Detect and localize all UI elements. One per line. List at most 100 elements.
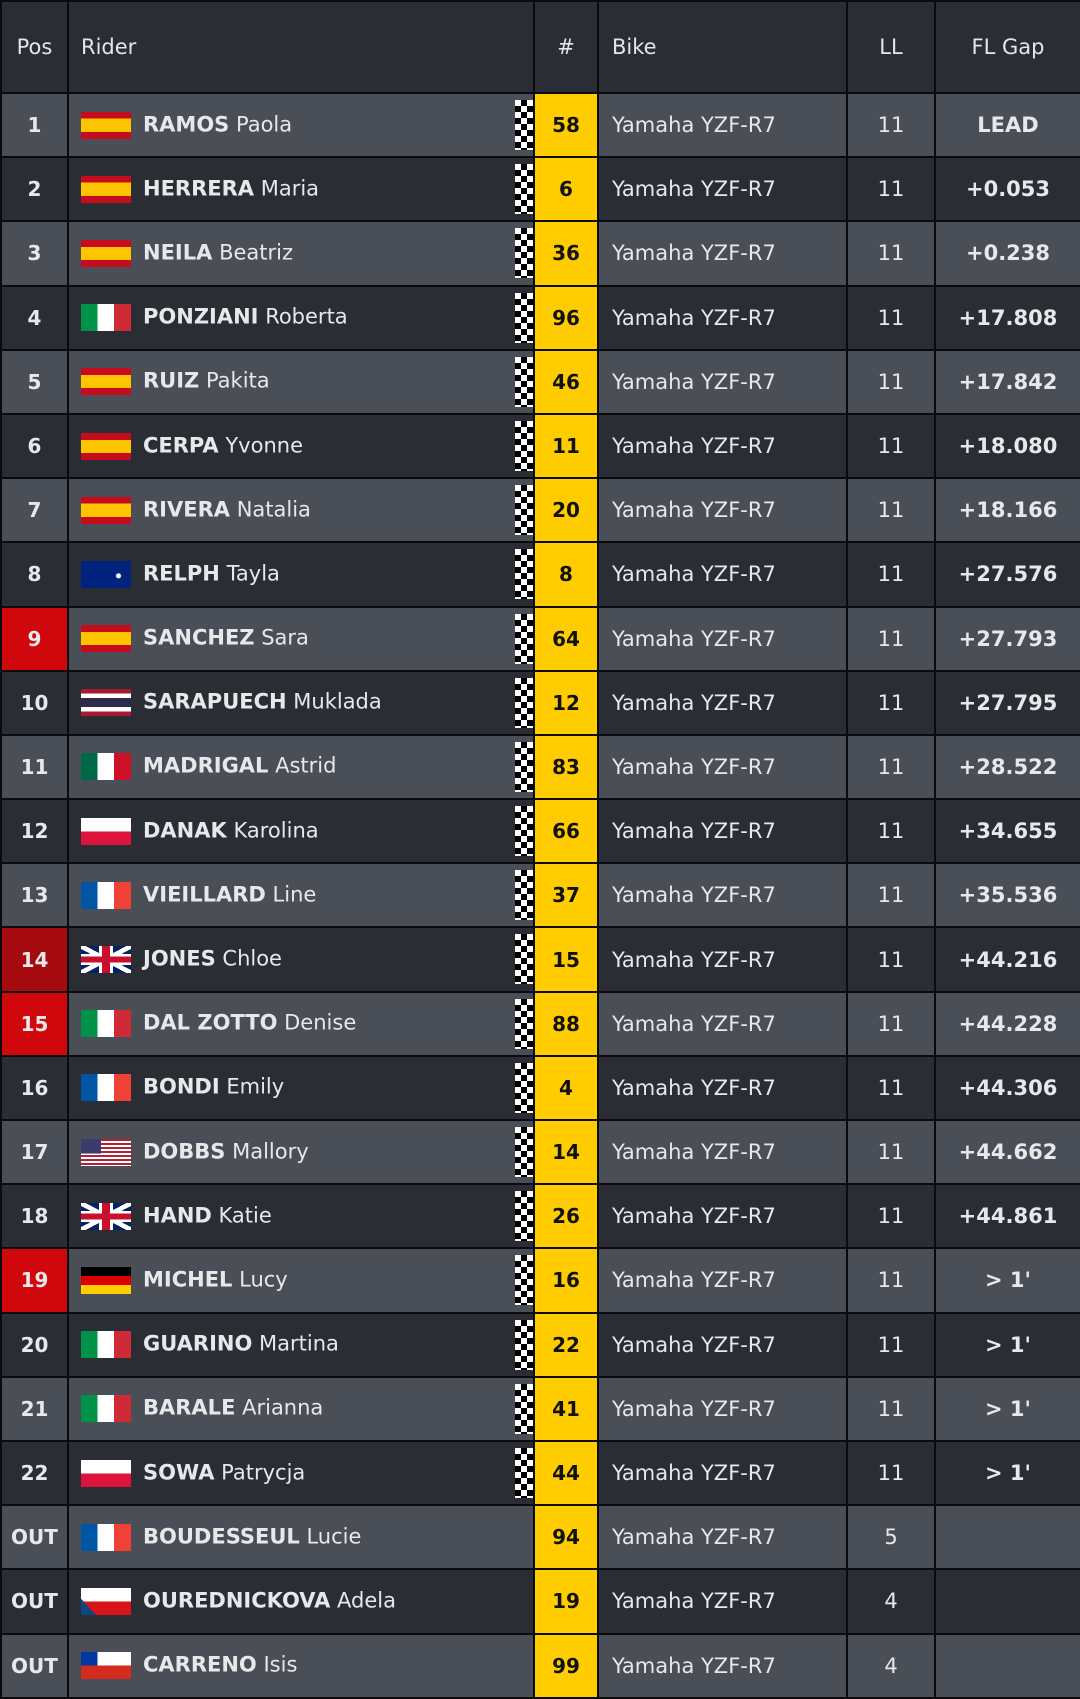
flag-usa-icon (81, 1138, 131, 1166)
table-row[interactable]: 5 RUIZ Pakita 46 Yamaha YZF-R7 11 +17.84… (0, 348, 1080, 415)
header-bike[interactable]: Bike (597, 0, 848, 94)
rider-cell[interactable]: CARRENO Isis (67, 1632, 535, 1699)
table-row[interactable]: 8 RELPH Tayla 8 Yamaha YZF-R7 11 +27.576 (0, 541, 1080, 608)
rider-cell[interactable]: SOWA Patrycja (67, 1439, 535, 1507)
rider-cell[interactable]: BOUDESSEUL Lucie (67, 1504, 535, 1571)
rider-cell[interactable]: DANAK Karolina (67, 798, 535, 865)
table-row[interactable]: 4 PONZIANI Roberta 96 Yamaha YZF-R7 11 +… (0, 284, 1080, 351)
rider-first-name: Katie (218, 1203, 272, 1228)
rider-number: 4 (533, 1054, 599, 1122)
header-rider[interactable]: Rider (67, 0, 535, 94)
flag-uk-icon (81, 1202, 131, 1230)
checkered-flag-icon (515, 1191, 532, 1242)
bike: Yamaha YZF-R7 (597, 1311, 848, 1378)
rider-surname: MICHEL (143, 1267, 233, 1292)
position: 21 (0, 1375, 69, 1442)
laps-led: 11 (846, 156, 936, 223)
rider-surname: DOBBS (143, 1139, 226, 1164)
table-row[interactable]: 13 VIEILLARD Line 37 Yamaha YZF-R7 11 +3… (0, 862, 1080, 929)
rider-number: 83 (533, 733, 599, 801)
table-row[interactable]: 21 BARALE Arianna 41 Yamaha YZF-R7 11 > … (0, 1375, 1080, 1442)
rider-cell[interactable]: PONZIANI Roberta (67, 284, 535, 351)
laps-led: 4 (846, 1632, 936, 1699)
rider-cell[interactable]: BARALE Arianna (67, 1375, 535, 1442)
table-row[interactable]: 6 CERPA Yvonne 11 Yamaha YZF-R7 11 +18.0… (0, 412, 1080, 480)
rider-cell[interactable]: HAND Katie (67, 1183, 535, 1250)
checkered-flag-icon (515, 1383, 532, 1434)
table-row[interactable]: 22 SOWA Patrycja 44 Yamaha YZF-R7 11 > 1… (0, 1439, 1080, 1507)
table-row[interactable]: 9 SANCHEZ Sara 64 Yamaha YZF-R7 11 +27.7… (0, 605, 1080, 672)
rider-first-name: Patrycja (221, 1460, 306, 1485)
table-row[interactable]: OUT BOUDESSEUL Lucie 94 Yamaha YZF-R7 5 (0, 1504, 1080, 1571)
header-ll[interactable]: LL (846, 0, 936, 94)
flag-czech-icon (81, 1587, 131, 1615)
rider-number: 46 (533, 348, 599, 415)
table-row[interactable]: OUT OUREDNICKOVA Adela 19 Yamaha YZF-R7 … (0, 1568, 1080, 1635)
rider-number: 94 (533, 1504, 599, 1571)
checkered-flag-icon (515, 420, 532, 471)
table-row[interactable]: 12 DANAK Karolina 66 Yamaha YZF-R7 11 +3… (0, 798, 1080, 865)
rider-cell[interactable]: CERPA Yvonne (67, 412, 535, 480)
header-pos[interactable]: Pos (0, 0, 69, 94)
laps-led: 11 (846, 1183, 936, 1250)
laps-led: 11 (846, 1311, 936, 1378)
rider-cell[interactable]: NEILA Beatriz (67, 220, 535, 287)
rider-first-name: Sara (261, 625, 309, 650)
rider-cell[interactable]: JONES Chloe (67, 926, 535, 993)
rider-cell[interactable]: RELPH Tayla (67, 541, 535, 608)
laps-led: 11 (846, 1118, 936, 1186)
rider-cell[interactable]: BONDI Emily (67, 1054, 535, 1122)
rider-cell[interactable]: RAMOS Paola (67, 91, 535, 159)
rider-number: 88 (533, 990, 599, 1057)
table-row[interactable]: OUT CARRENO Isis 99 Yamaha YZF-R7 4 (0, 1632, 1080, 1699)
checkered-flag-icon (515, 870, 532, 921)
bike: Yamaha YZF-R7 (597, 1375, 848, 1442)
rider-cell[interactable]: DAL ZOTTO Denise (67, 990, 535, 1057)
rider-cell[interactable]: OUREDNICKOVA Adela (67, 1568, 535, 1635)
position: 22 (0, 1439, 69, 1507)
checkered-flag-icon (515, 549, 532, 600)
rider-cell[interactable]: VIEILLARD Line (67, 862, 535, 929)
table-row[interactable]: 16 BONDI Emily 4 Yamaha YZF-R7 11 +44.30… (0, 1054, 1080, 1122)
table-row[interactable]: 14 JONES Chloe 15 Yamaha YZF-R7 11 +44.2… (0, 926, 1080, 993)
rider-cell[interactable]: SARAPUECH Muklada (67, 669, 535, 736)
rider-first-name: Line (272, 882, 317, 907)
fl-gap: +44.228 (934, 990, 1080, 1057)
checkered-flag-icon (515, 1447, 532, 1498)
table-row[interactable]: 17 DOBBS Mallory 14 Yamaha YZF-R7 11 +44… (0, 1118, 1080, 1186)
rider-cell[interactable]: DOBBS Mallory (67, 1118, 535, 1186)
laps-led: 4 (846, 1568, 936, 1635)
rider-cell[interactable]: HERRERA Maria (67, 156, 535, 223)
table-row[interactable]: 2 HERRERA Maria 6 Yamaha YZF-R7 11 +0.05… (0, 156, 1080, 223)
header-fl-gap[interactable]: FL Gap (934, 0, 1080, 94)
rider-first-name: Beatriz (219, 240, 293, 265)
table-row[interactable]: 10 SARAPUECH Muklada 12 Yamaha YZF-R7 11… (0, 669, 1080, 736)
rider-surname: CERPA (143, 433, 219, 458)
rider-cell[interactable]: GUARINO Martina (67, 1311, 535, 1378)
table-row[interactable]: 18 HAND Katie 26 Yamaha YZF-R7 11 +44.86… (0, 1183, 1080, 1250)
table-row[interactable]: 1 RAMOS Paola 58 Yamaha YZF-R7 11 LEAD (0, 91, 1080, 159)
table-row[interactable]: 19 MICHEL Lucy 16 Yamaha YZF-R7 11 > 1' (0, 1247, 1080, 1314)
rider-cell[interactable]: RUIZ Pakita (67, 348, 535, 415)
table-row[interactable]: 20 GUARINO Martina 22 Yamaha YZF-R7 11 >… (0, 1311, 1080, 1378)
flag-spain-icon (81, 175, 131, 203)
table-row[interactable]: 11 MADRIGAL Astrid 83 Yamaha YZF-R7 11 +… (0, 733, 1080, 801)
rider-surname: RUIZ (143, 368, 200, 393)
table-row[interactable]: 7 RIVERA Natalia 20 Yamaha YZF-R7 11 +18… (0, 477, 1080, 544)
rider-first-name: Paola (235, 112, 293, 137)
fl-gap: +27.576 (934, 541, 1080, 608)
flag-spain-icon (81, 625, 131, 653)
rider-cell[interactable]: SANCHEZ Sara (67, 605, 535, 672)
bike: Yamaha YZF-R7 (597, 1439, 848, 1507)
rider-number: 22 (533, 1311, 599, 1378)
header-number[interactable]: # (533, 0, 599, 94)
rider-cell[interactable]: MICHEL Lucy (67, 1247, 535, 1314)
flag-spain-icon (81, 432, 131, 460)
position: 2 (0, 156, 69, 223)
bike: Yamaha YZF-R7 (597, 91, 848, 159)
rider-cell[interactable]: MADRIGAL Astrid (67, 733, 535, 801)
table-row[interactable]: 15 DAL ZOTTO Denise 88 Yamaha YZF-R7 11 … (0, 990, 1080, 1057)
table-row[interactable]: 3 NEILA Beatriz 36 Yamaha YZF-R7 11 +0.2… (0, 220, 1080, 287)
rider-number: 20 (533, 477, 599, 544)
rider-cell[interactable]: RIVERA Natalia (67, 477, 535, 544)
